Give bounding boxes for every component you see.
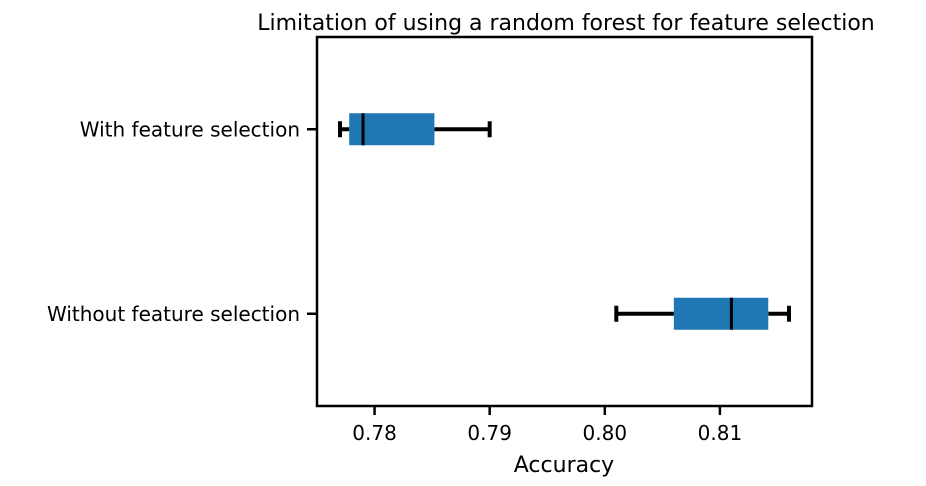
x-axis: 0.78 0.79 0.80 0.81 [352, 406, 742, 445]
y-axis: With feature selection Without feature se… [47, 117, 317, 326]
y-tick-label: With feature selection [80, 117, 300, 141]
chart-title: Limitation of using a random forest for … [257, 11, 875, 36]
x-tick-label: 0.79 [467, 421, 512, 445]
x-tick-label: 0.81 [698, 421, 743, 445]
axes-frame [315, 35, 814, 408]
box-group-without-feature-selection [614, 297, 791, 330]
box-iqr [673, 297, 769, 330]
x-tick-label: 0.80 [583, 421, 628, 445]
y-tick-label: Without feature selection [47, 302, 300, 326]
x-axis-label: Accuracy [514, 453, 614, 478]
plot-area [338, 113, 791, 330]
x-tick-label: 0.78 [352, 421, 397, 445]
box-group-with-feature-selection [338, 113, 492, 146]
